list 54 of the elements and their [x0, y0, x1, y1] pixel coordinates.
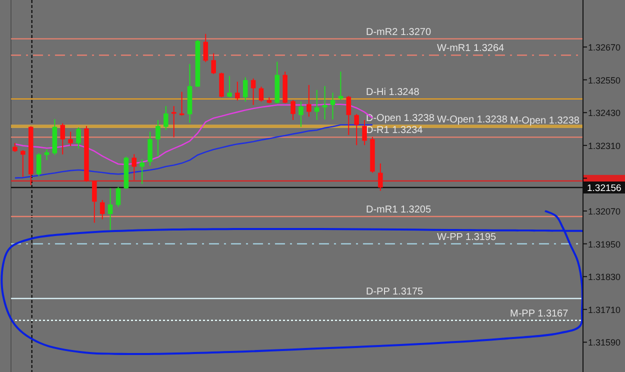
y-tick-label: 1.31590	[588, 338, 621, 348]
candlestick	[242, 76, 248, 102]
text: 1.32156	[587, 183, 622, 194]
candlestick	[44, 148, 50, 161]
candlestick	[227, 75, 232, 98]
ref-line-label: D-mR1 1.3205	[366, 204, 432, 216]
candlestick	[68, 131, 73, 146]
y-tick-label: 1.32670	[588, 42, 621, 53]
candlestick	[258, 86, 264, 102]
candlestick	[12, 142, 18, 152]
ref-line-label: W-PP 1.3195	[437, 232, 497, 243]
ref-line-label: W-mR1 1.3264	[437, 43, 505, 54]
candlestick	[156, 119, 160, 158]
candlestick	[36, 152, 42, 177]
candlestick	[250, 78, 256, 106]
y-tick-label: 1.31830	[588, 272, 621, 282]
candlestick	[298, 101, 304, 128]
candlestick	[354, 113, 359, 146]
candlestick	[235, 81, 240, 102]
y-tick-label: 1.32070	[588, 206, 621, 217]
ref-line-label: D-Open 1.3238	[366, 113, 435, 124]
candlestick	[322, 86, 328, 120]
ref-line-label: D-Hi 1.3248	[366, 86, 420, 98]
candlestick	[20, 150, 26, 178]
candlestick	[100, 200, 105, 220]
ref-line-label: W-Open 1.3238	[437, 114, 508, 126]
candlestick	[140, 158, 144, 184]
candlestick	[148, 131, 152, 166]
candlestick	[378, 162, 383, 192]
candlestick	[362, 119, 367, 146]
ref-line-label: M-PP 1.3167	[510, 308, 569, 320]
candlestick	[116, 186, 121, 208]
candlestick	[219, 72, 224, 98]
candlestick	[306, 84, 312, 118]
candlestick	[314, 89, 320, 120]
candlestick	[164, 106, 168, 131]
candlestick	[76, 126, 81, 149]
candlestick	[108, 188, 113, 233]
y-tick-label: 1.32310	[588, 140, 621, 151]
ref-line-label: M-Open 1.3238	[510, 115, 580, 126]
candlestick	[132, 154, 137, 181]
ref-line-label: D-PP 1.3175	[366, 286, 424, 298]
candlestick	[290, 100, 296, 120]
candlestick	[203, 33, 208, 63]
y-tick-label: 1.31950	[588, 239, 621, 250]
candlestick	[211, 52, 216, 75]
ref-line-label: D-mR2 1.3270	[366, 26, 432, 38]
candlestick	[330, 92, 336, 120]
y-tick-label: 1.32430	[588, 108, 621, 118]
candlestick	[92, 180, 97, 224]
candlestick	[346, 95, 352, 136]
candlestick	[60, 122, 66, 155]
y-tick-label: 1.32550	[588, 75, 621, 86]
y-tick-label: 1.31710	[588, 304, 621, 315]
